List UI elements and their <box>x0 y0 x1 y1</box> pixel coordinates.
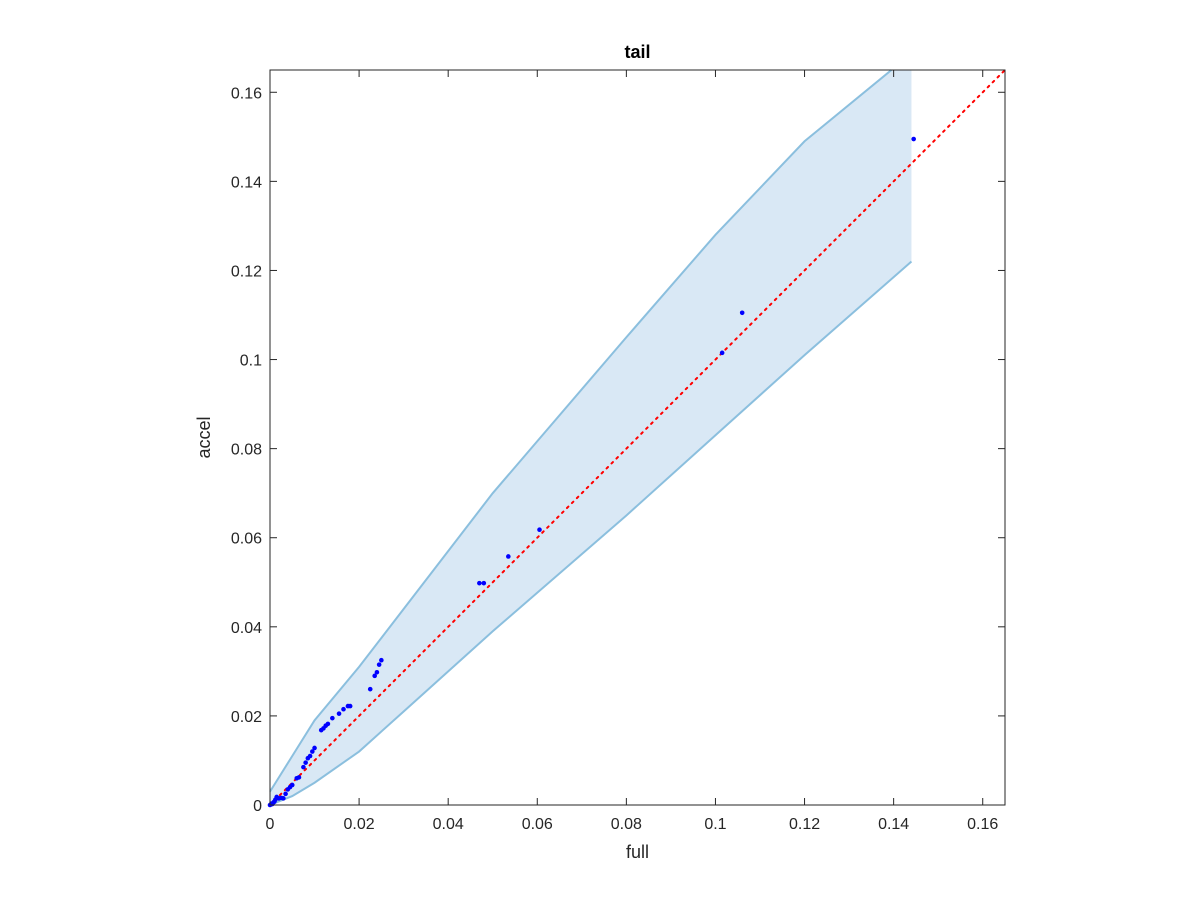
data-point <box>281 796 286 801</box>
data-point <box>303 760 308 765</box>
data-point <box>379 657 384 663</box>
data-point <box>336 711 342 716</box>
data-point <box>347 703 353 709</box>
data-point <box>367 686 373 692</box>
data-point <box>341 706 346 712</box>
data-point <box>477 580 482 586</box>
data-point <box>283 791 288 797</box>
axes-box <box>269 69 1006 806</box>
y-tick-label: 0.02 <box>231 709 262 726</box>
data-point <box>310 749 315 754</box>
x-tick-label: 0 <box>266 816 275 833</box>
y-tick-label: 0.04 <box>231 620 262 637</box>
x-tick-label: 0.14 <box>878 816 909 833</box>
data-point <box>307 753 313 759</box>
plot-area <box>267 69 1006 808</box>
data-point <box>537 527 542 533</box>
data-point <box>911 136 916 142</box>
data-point <box>289 782 295 788</box>
data-point <box>374 669 380 675</box>
reference-line <box>269 69 1006 806</box>
y-tick-label: 0.06 <box>231 531 262 548</box>
x-tick-label: 0.06 <box>522 816 553 833</box>
data-point <box>301 764 306 770</box>
y-tick-label: 0.1 <box>240 353 262 370</box>
data-point <box>376 662 382 667</box>
data-point <box>739 310 745 316</box>
data-point <box>481 580 487 586</box>
chart-title: tail <box>624 42 650 62</box>
y-tick-label: 0.12 <box>231 263 262 280</box>
data-point <box>719 350 725 356</box>
x-tick-label: 0.1 <box>704 816 726 833</box>
ticks: 00 0.02 0.02 0.04 0.04 0.06 0.06 0.08 0.08 0.1 0.1… <box>231 70 1005 833</box>
data-point <box>506 554 511 559</box>
y-axis-label: accel <box>194 416 214 458</box>
x-axis-label: full <box>626 842 649 862</box>
y-tick-label: 0.08 <box>231 442 262 459</box>
data-point <box>312 745 317 751</box>
data-point <box>296 775 302 780</box>
x-tick-label: 0.08 <box>611 816 642 833</box>
confidence-band <box>270 70 912 805</box>
band-upper-edge <box>269 69 893 793</box>
x-tick-label: 0.04 <box>433 816 464 833</box>
data-point <box>330 715 335 721</box>
band-lower-edge <box>269 260 913 806</box>
y-tick-label: 0.14 <box>231 174 262 191</box>
y-tick-label: 0 <box>253 798 262 815</box>
x-tick-label: 0.02 <box>344 816 375 833</box>
data-point <box>372 673 377 679</box>
y-tick-label: 0.16 <box>231 85 262 102</box>
data-point <box>325 721 331 727</box>
x-tick-label: 0.12 <box>789 816 820 833</box>
x-tick-label: 0.16 <box>967 816 998 833</box>
